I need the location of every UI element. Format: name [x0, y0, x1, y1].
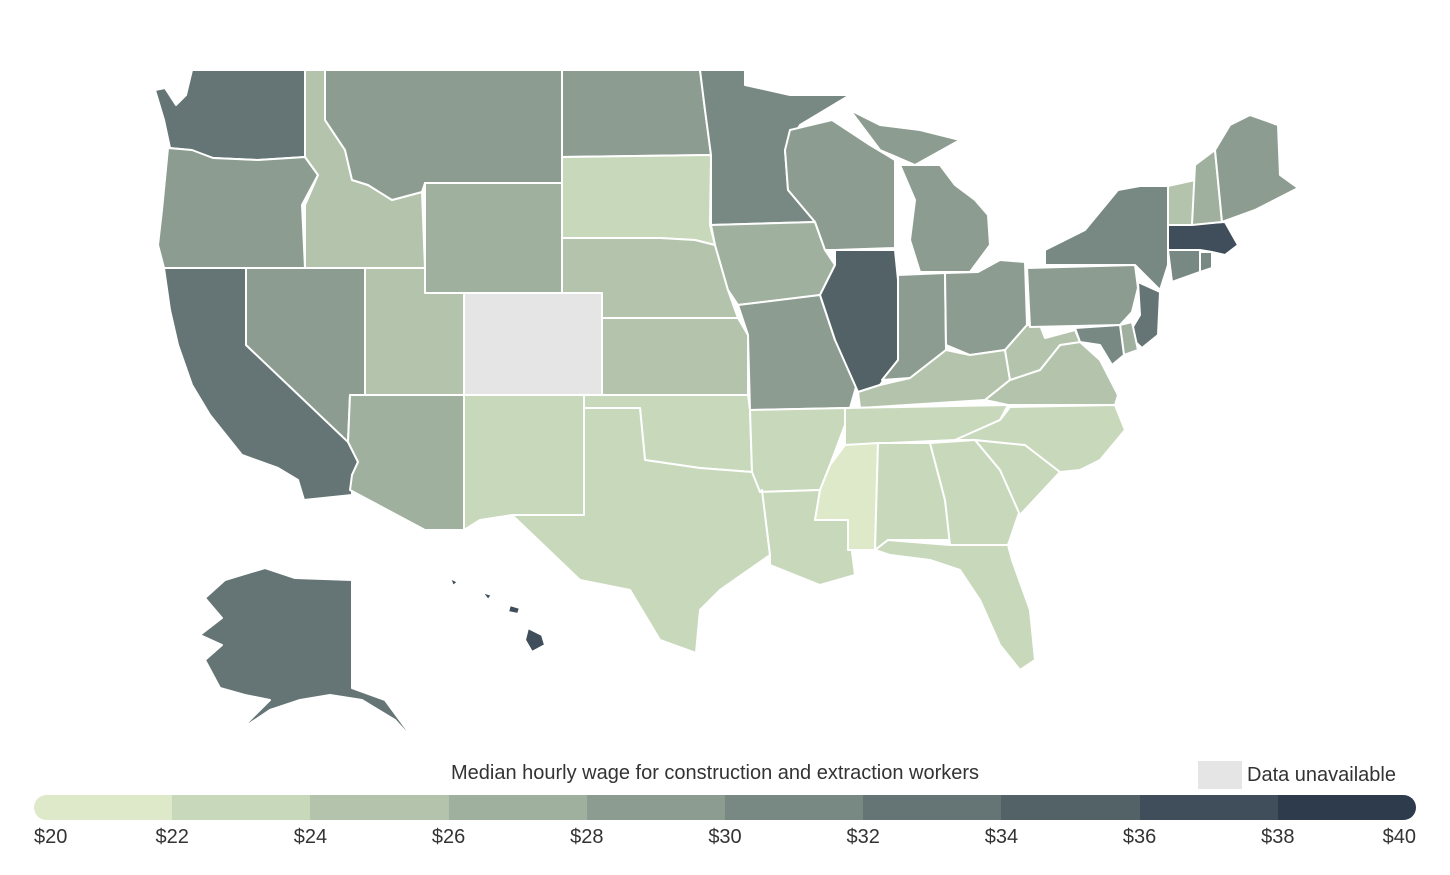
color-scale-tick: $36: [1122, 826, 1157, 848]
state-SD[interactable]: [561, 154, 716, 246]
state-VT[interactable]: [1167, 179, 1196, 226]
color-scale-segment: [172, 795, 311, 820]
color-scale-tick: $22: [155, 826, 189, 848]
state-WA[interactable]: [154, 69, 306, 161]
color-scale-segment: [863, 795, 1002, 820]
state-KY[interactable]: [857, 349, 1011, 409]
color-scale-segment: [1139, 795, 1278, 820]
us-map: [154, 69, 1299, 749]
color-scale-tick: $40: [1382, 826, 1416, 848]
color-scale-tick: $24: [293, 826, 328, 848]
color-scale-tick: $30: [708, 826, 742, 848]
state-AZ[interactable]: [347, 394, 465, 531]
color-scale-tick: $38: [1261, 826, 1295, 848]
state-AK[interactable]: [199, 567, 419, 749]
data-unavailable-legend: Data unavailable: [1198, 760, 1396, 790]
state-NC[interactable]: [954, 404, 1126, 473]
state-MI[interactable]: [849, 109, 991, 273]
state-IA[interactable]: [710, 221, 836, 306]
state-KS[interactable]: [601, 317, 749, 396]
color-scale-tick: $28: [570, 826, 604, 848]
color-scale-segment: [725, 795, 864, 820]
state-MA[interactable]: [1167, 221, 1239, 256]
legend-title-text: Median hourly wage for construction and …: [450, 762, 980, 784]
color-scale-tick: $34: [984, 826, 1019, 848]
state-MT[interactable]: [324, 69, 563, 201]
color-scale-tick: $32: [846, 826, 880, 848]
state-PA[interactable]: [1026, 264, 1139, 328]
state-FL[interactable]: [874, 539, 1036, 671]
color-scale-segment: [448, 795, 587, 820]
state-OR[interactable]: [157, 147, 319, 269]
data-unavailable-label: Data unavailable: [1247, 763, 1396, 786]
color-scale-segment: [310, 795, 449, 820]
state-CT[interactable]: [1167, 249, 1201, 283]
state-HI[interactable]: [449, 577, 546, 653]
state-TX[interactable]: [511, 407, 771, 654]
state-NJ[interactable]: [1127, 281, 1161, 349]
state-ND[interactable]: [561, 69, 712, 158]
color-scale-tick: $26: [431, 826, 466, 848]
state-NE[interactable]: [561, 237, 739, 319]
state-WY[interactable]: [424, 182, 563, 294]
color-scale-segment: [34, 795, 173, 820]
state-RI[interactable]: [1199, 251, 1213, 273]
state-NM[interactable]: [463, 394, 585, 531]
color-scale: [34, 795, 1416, 820]
color-scale-ticks: $20 $22 $24 $26 $28 $30 $32 $34 $36 $38 $40: [0, 826, 1450, 856]
data-unavailable-swatch: [1198, 761, 1242, 789]
color-scale-segment: [1277, 795, 1416, 820]
color-scale-tick: $20: [34, 826, 68, 848]
color-scale-segment: [1001, 795, 1140, 820]
state-CO[interactable]: [463, 292, 603, 396]
state-ME[interactable]: [1214, 114, 1299, 223]
legend-title: Median hourly wage for construction and …: [0, 762, 1450, 785]
state-MD[interactable]: [1074, 324, 1125, 366]
color-scale-segment: [586, 795, 726, 820]
